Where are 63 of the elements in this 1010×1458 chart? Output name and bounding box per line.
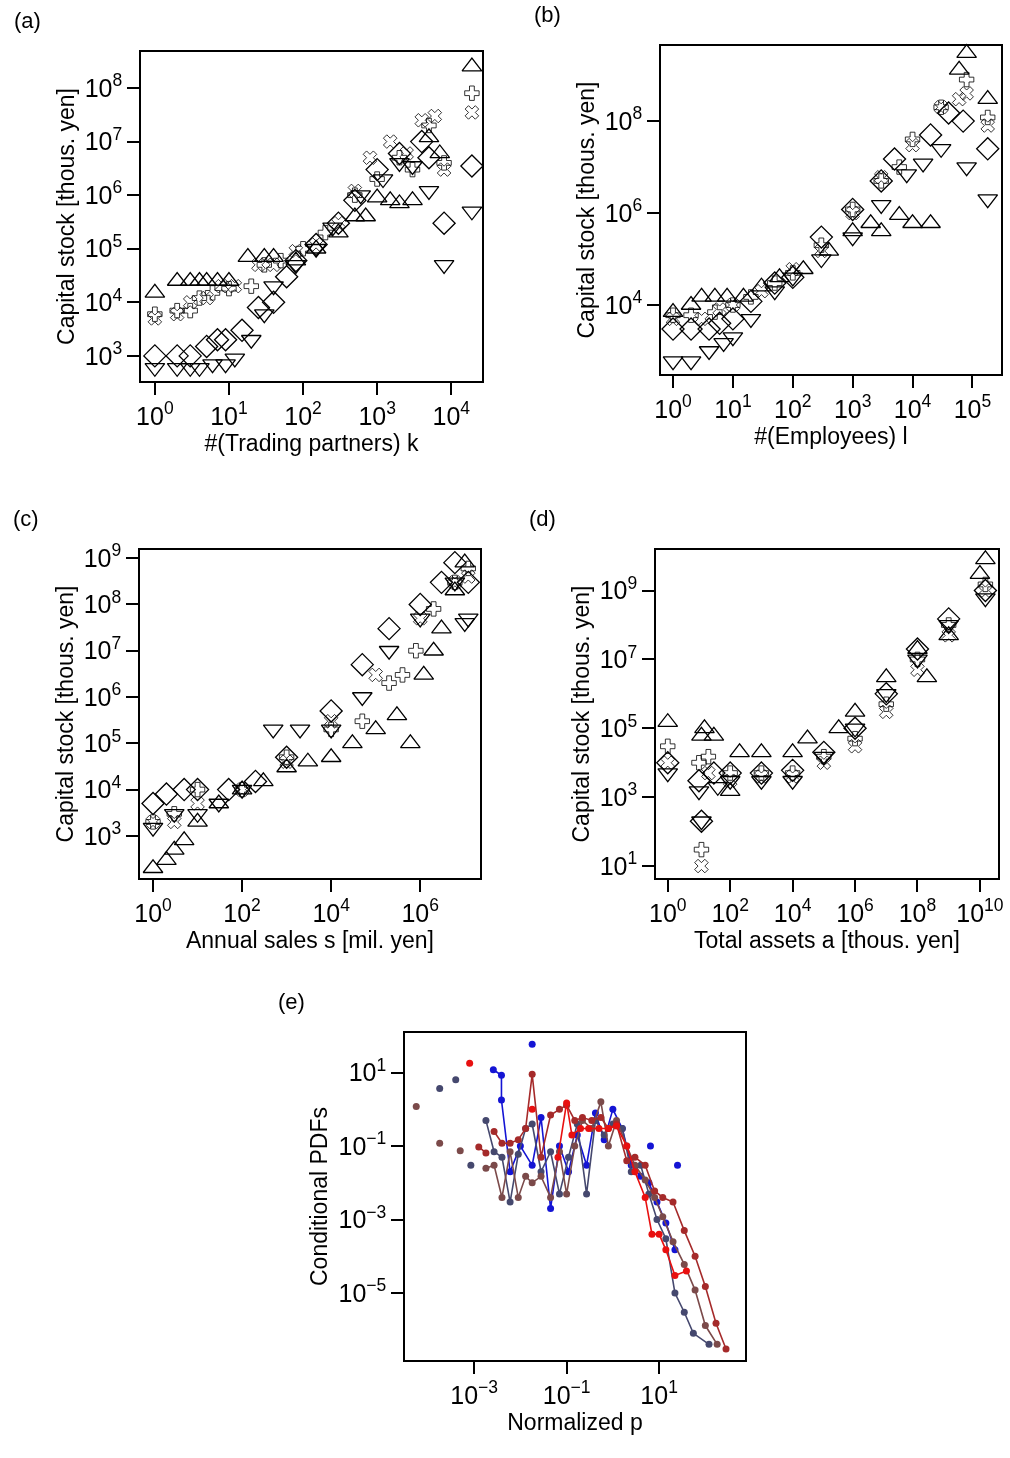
y-tick-label: 10$^{3}$ xyxy=(84,338,123,370)
y-tick-label: 10$^{8}$ xyxy=(604,103,643,135)
y-tick-label: 10$^{7}$ xyxy=(84,123,123,156)
x-tick-label: 10$^{−1}$ xyxy=(542,1377,591,1409)
y-tick-label: 10$^{8}$ xyxy=(83,586,122,619)
x-tick-label: 10$^{1}$ xyxy=(714,391,752,423)
y-tick-label: 10$^{8}$ xyxy=(84,70,123,102)
x-tick-label: 10$^{8}$ xyxy=(898,895,937,927)
y-tick-label: 10$^{1}$ xyxy=(599,848,638,880)
y-tick-label: 10$^{3}$ xyxy=(83,818,122,850)
y-tick-label: 10$^{7}$ xyxy=(599,641,638,674)
y-axis-title: Capital stock [thous. yen] xyxy=(52,88,79,345)
x-tick-label: 10$^{1}$ xyxy=(640,1377,678,1409)
x-tick-label: 10$^{2}$ xyxy=(284,398,322,430)
chart-title: (c) xyxy=(13,506,39,531)
x-tick-label: 10$^{5}$ xyxy=(953,391,992,423)
y-tick-label: 10$^{5}$ xyxy=(83,725,122,758)
x-tick-label: 10$^{4}$ xyxy=(773,895,812,927)
x-tick-label: 10$^{−3}$ xyxy=(450,1377,499,1409)
x-tick-label: 10$^{2}$ xyxy=(223,895,261,927)
y-tick-label: 10$^{−5}$ xyxy=(338,1275,387,1307)
x-tick-label: 10$^{1}$ xyxy=(210,398,248,430)
y-tick-label: 10$^{3}$ xyxy=(599,779,638,811)
x-axis-title: Total assets a [thous. yen] xyxy=(694,926,960,953)
y-tick-label: 10$^{6}$ xyxy=(83,679,122,711)
x-tick-label: 10$^{4}$ xyxy=(893,391,932,423)
y-tick-label: 10$^{6}$ xyxy=(84,177,123,209)
y-tick-label: 10$^{4}$ xyxy=(84,284,123,317)
x-tick-label: 10$^{6}$ xyxy=(401,895,439,927)
chart-title: (e) xyxy=(278,989,305,1014)
x-tick-label: 10$^{3}$ xyxy=(833,391,872,423)
x-tick-label: 10$^{10}$ xyxy=(956,895,1004,927)
y-tick-label: 10$^{5}$ xyxy=(599,710,638,743)
x-axis-title: Normalized p xyxy=(507,1408,643,1435)
chart-title: (b) xyxy=(534,2,561,27)
x-tick-label: 10$^{0}$ xyxy=(136,398,174,430)
x-axis-title: #(Trading partners) k xyxy=(204,429,419,456)
x-axis-title: #(Employees) l xyxy=(754,422,908,449)
y-tick-label: 10$^{4}$ xyxy=(83,771,122,804)
y-tick-label: 10$^{1}$ xyxy=(348,1054,387,1087)
x-tick-label: 10$^{2}$ xyxy=(774,391,812,423)
chart-title: (d) xyxy=(529,506,556,531)
y-axis-title: Conditional PDFs xyxy=(306,1107,333,1286)
x-tick-label: 10$^{0}$ xyxy=(654,391,693,423)
x-tick-label: 10$^{4}$ xyxy=(432,398,471,430)
x-tick-label: 10$^{4}$ xyxy=(312,895,351,927)
chart-title: (a) xyxy=(14,8,41,33)
y-tick-label: 10$^{5}$ xyxy=(84,230,123,263)
y-tick-label: 10$^{9}$ xyxy=(83,540,122,572)
x-tick-label: 10$^{6}$ xyxy=(836,895,874,927)
y-tick-label: 10$^{9}$ xyxy=(599,572,638,605)
y-axis-title: Capital stock [thous. yen] xyxy=(572,81,599,339)
y-tick-label: 10$^{7}$ xyxy=(83,632,122,665)
y-tick-label: 10$^{−3}$ xyxy=(338,1201,387,1234)
y-axis-title: Capital stock [thous. yen] xyxy=(567,585,594,843)
x-tick-label: 10$^{2}$ xyxy=(711,895,749,927)
y-tick-label: 10$^{6}$ xyxy=(604,195,643,227)
x-axis-title: Annual sales s [mil. yen] xyxy=(185,926,435,953)
y-tick-label: 10$^{−1}$ xyxy=(338,1128,387,1160)
x-tick-label: 10$^{0}$ xyxy=(134,895,173,927)
x-tick-label: 10$^{0}$ xyxy=(648,895,687,927)
y-axis-title: Capital stock [thous. yen] xyxy=(51,585,78,843)
y-tick-label: 10$^{4}$ xyxy=(604,287,643,319)
